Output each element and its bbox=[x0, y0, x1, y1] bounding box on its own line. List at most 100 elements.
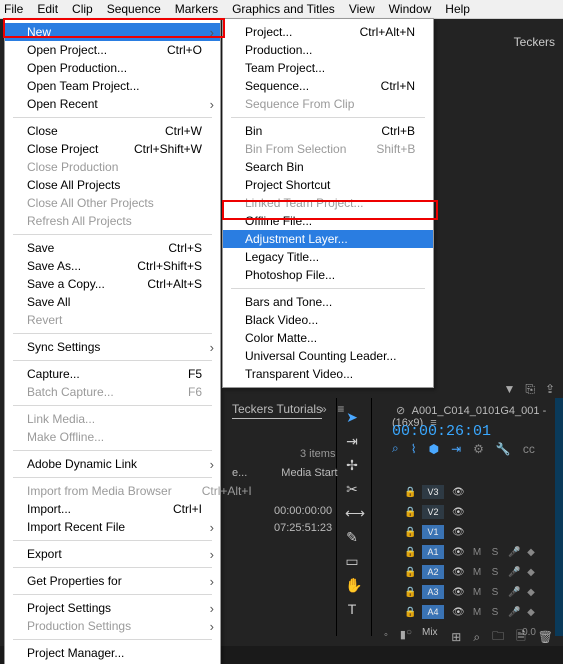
new-transparent-video[interactable]: Transparent Video... bbox=[223, 365, 433, 383]
track-tag[interactable]: A4 bbox=[422, 605, 444, 619]
menu-graphics-and-titles[interactable]: Graphics and Titles bbox=[232, 2, 335, 16]
link-icon[interactable]: ⎘ bbox=[525, 382, 535, 397]
timecode-display[interactable]: 00:00:26:01 bbox=[392, 423, 491, 440]
new-photoshop-file[interactable]: Photoshop File... bbox=[223, 266, 433, 284]
insert-icon[interactable]: ⇥ bbox=[451, 442, 461, 456]
hand-tool-icon[interactable]: ✋ bbox=[345, 578, 359, 592]
mute-icon[interactable]: M bbox=[472, 567, 482, 578]
voice-icon[interactable]: 🎤 bbox=[508, 547, 518, 558]
menu-window[interactable]: Window bbox=[389, 2, 432, 16]
menu-file[interactable]: File bbox=[4, 2, 23, 16]
menu-edit[interactable]: Edit bbox=[37, 2, 58, 16]
track-tag[interactable]: V2 bbox=[422, 505, 444, 519]
track-tag[interactable]: V3 bbox=[422, 485, 444, 499]
keyframe-icon[interactable]: ◆ bbox=[526, 567, 536, 578]
menu-clip[interactable]: Clip bbox=[72, 2, 93, 16]
solo-icon[interactable]: S bbox=[490, 547, 500, 558]
file-sync-settings[interactable]: Sync Settings bbox=[5, 338, 220, 356]
track-tag[interactable]: A3 bbox=[422, 585, 444, 599]
new-bin[interactable]: BinCtrl+B bbox=[223, 122, 433, 140]
track-a1[interactable]: 🔒A1👁MS🎤◆ bbox=[404, 542, 536, 562]
snap-icon[interactable]: ⌕ bbox=[392, 441, 399, 456]
mute-icon[interactable]: M bbox=[472, 587, 482, 598]
track-a3[interactable]: 🔒A3👁MS🎤◆ bbox=[404, 582, 536, 602]
new-offline-file[interactable]: Offline File... bbox=[223, 212, 433, 230]
slip-tool-icon[interactable]: ⟷ bbox=[345, 506, 359, 520]
track-select-tool-icon[interactable]: ⇥ bbox=[345, 434, 359, 448]
file-import[interactable]: Import...Ctrl+I bbox=[5, 500, 220, 518]
filter-icon[interactable]: ▼ bbox=[503, 382, 515, 397]
file-open-production[interactable]: Open Production... bbox=[5, 59, 220, 77]
voice-icon[interactable]: 🎤 bbox=[508, 607, 518, 618]
file-adobe-dynamic-link[interactable]: Adobe Dynamic Link bbox=[5, 455, 220, 473]
lock-icon[interactable]: 🔒 bbox=[404, 587, 414, 598]
new-adjustment-layer[interactable]: Adjustment Layer... bbox=[223, 230, 433, 248]
settings-icon[interactable]: ⚙ bbox=[473, 442, 484, 456]
new-sequence[interactable]: Sequence...Ctrl+N bbox=[223, 77, 433, 95]
zoom-cursor[interactable]: ▮ bbox=[400, 628, 406, 641]
new-project-shortcut[interactable]: Project Shortcut bbox=[223, 176, 433, 194]
automate-icon[interactable]: ⊞ bbox=[451, 630, 461, 644]
file-capture[interactable]: Capture...F5 bbox=[5, 365, 220, 383]
lock-icon[interactable]: 🔒 bbox=[404, 607, 414, 618]
track-a4[interactable]: 🔒A4👁MS🎤◆ bbox=[404, 602, 536, 622]
voice-icon[interactable]: 🎤 bbox=[508, 587, 518, 598]
voice-icon[interactable]: 🎤 bbox=[508, 567, 518, 578]
track-tag[interactable]: V1 bbox=[422, 525, 444, 539]
panel-collapse-icon[interactable]: » bbox=[320, 402, 327, 416]
new-black-video[interactable]: Black Video... bbox=[223, 311, 433, 329]
new-bars-and-tone[interactable]: Bars and Tone... bbox=[223, 293, 433, 311]
solo-icon[interactable]: S bbox=[490, 567, 500, 578]
col-1[interactable]: e... bbox=[232, 467, 247, 479]
file-save-all[interactable]: Save All bbox=[5, 293, 220, 311]
track-v1[interactable]: 🔒V1👁 bbox=[404, 522, 536, 542]
menu-help[interactable]: Help bbox=[445, 2, 470, 16]
eye-icon[interactable]: 👁 bbox=[452, 487, 464, 498]
linked-selection-icon[interactable]: ⌇ bbox=[411, 442, 417, 456]
eye-icon[interactable]: 👁 bbox=[452, 567, 464, 578]
file-save-as[interactable]: Save As...Ctrl+Shift+S bbox=[5, 257, 220, 275]
eye-icon[interactable]: 👁 bbox=[452, 607, 464, 618]
file-close-all-projects[interactable]: Close All Projects bbox=[5, 176, 220, 194]
solo-icon[interactable]: S bbox=[490, 587, 500, 598]
lock-icon[interactable]: 🔒 bbox=[404, 567, 414, 578]
file-close[interactable]: CloseCtrl+W bbox=[5, 122, 220, 140]
lock-icon[interactable]: 🔒 bbox=[404, 507, 414, 518]
keyframe-icon[interactable]: ◆ bbox=[526, 587, 536, 598]
wrench-icon[interactable]: 🔧 bbox=[496, 442, 511, 456]
file-save[interactable]: SaveCtrl+S bbox=[5, 239, 220, 257]
file-open-recent[interactable]: Open Recent bbox=[5, 95, 220, 113]
file-close-project[interactable]: Close ProjectCtrl+Shift+W bbox=[5, 140, 220, 158]
eye-icon[interactable]: 👁 bbox=[452, 507, 464, 518]
track-a2[interactable]: 🔒A2👁MS🎤◆ bbox=[404, 562, 536, 582]
timeline-zoom-bar[interactable]: ◦ ▮ bbox=[384, 628, 406, 641]
file-new[interactable]: New bbox=[5, 23, 220, 41]
track-tag[interactable]: A1 bbox=[422, 545, 444, 559]
file-get-properties-for[interactable]: Get Properties for bbox=[5, 572, 220, 590]
file-project-manager[interactable]: Project Manager... bbox=[5, 644, 220, 662]
col-2[interactable]: Media Start bbox=[281, 467, 337, 479]
lock-icon[interactable]: 🔒 bbox=[404, 487, 414, 498]
file-open-team-project[interactable]: Open Team Project... bbox=[5, 77, 220, 95]
track-v3[interactable]: 🔒 V3 👁 bbox=[404, 482, 536, 502]
pen-tool-icon[interactable]: ✎ bbox=[345, 530, 359, 544]
mute-icon[interactable]: M bbox=[472, 547, 482, 558]
eye-icon[interactable]: 👁 bbox=[452, 547, 464, 558]
project-panel-tab[interactable]: Teckers Tutorials ≡ bbox=[232, 402, 344, 416]
file-export[interactable]: Export bbox=[5, 545, 220, 563]
track-v2[interactable]: 🔒 V2 👁 bbox=[404, 502, 536, 522]
cc-icon[interactable]: cc bbox=[523, 442, 535, 456]
menu-sequence[interactable]: Sequence bbox=[107, 2, 161, 16]
marker-icon[interactable]: ⬢ bbox=[429, 442, 439, 456]
new-color-matte[interactable]: Color Matte... bbox=[223, 329, 433, 347]
selection-tool-icon[interactable]: ➤ bbox=[345, 410, 359, 424]
zoom-handle-left[interactable]: ◦ bbox=[384, 629, 388, 641]
menu-view[interactable]: View bbox=[349, 2, 375, 16]
new-production[interactable]: Production... bbox=[223, 41, 433, 59]
rectangle-tool-icon[interactable]: ▭ bbox=[345, 554, 359, 568]
new-universal-counting-leader[interactable]: Universal Counting Leader... bbox=[223, 347, 433, 365]
file-open-project[interactable]: Open Project...Ctrl+O bbox=[5, 41, 220, 59]
new-legacy-title[interactable]: Legacy Title... bbox=[223, 248, 433, 266]
razor-tool-icon[interactable]: ✂ bbox=[345, 482, 359, 496]
find-icon[interactable]: ⌕ bbox=[473, 630, 480, 645]
